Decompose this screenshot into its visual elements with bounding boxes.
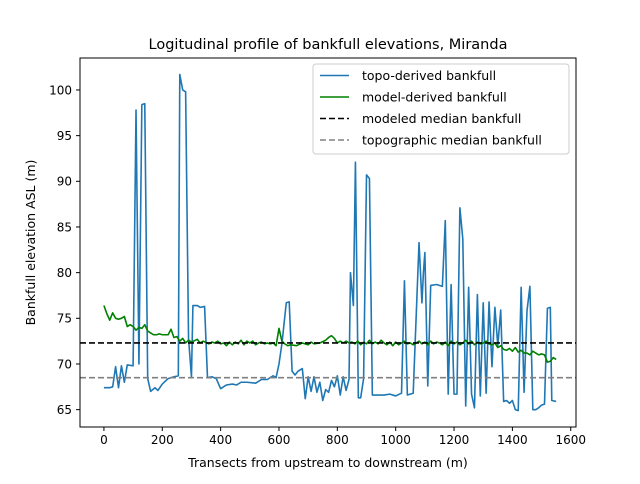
x-tick-label-5: 1000 (380, 433, 411, 447)
legend-label-3: modeled median bankfull (362, 111, 521, 126)
y-tick-label-1: 70 (57, 357, 72, 371)
series-line-1 (103, 73, 557, 412)
x-tick-label-4: 800 (326, 433, 349, 447)
x-tick-label-1: 200 (151, 433, 174, 447)
y-tick-label-3: 80 (57, 266, 72, 280)
ticks-layer: 0 200 400 600 800 1000 1200 1400 1600 65 70 75 80 85 9… (49, 83, 586, 447)
legend: topo-derived bankfull model-derived bankf… (312, 63, 570, 155)
y-tick-label-5: 90 (57, 175, 72, 189)
series-line-2 (103, 305, 557, 363)
x-tick-label-6: 1200 (439, 433, 470, 447)
y-tick-label-6: 95 (57, 129, 72, 143)
axes-frame (79, 57, 577, 428)
y-tick-label-4: 85 (57, 220, 72, 234)
x-tick-label-7: 1400 (497, 433, 528, 447)
x-axis-label: Transects from upstream to downstream (m… (187, 455, 468, 470)
y-axis-label: Bankfull elevation ASL (m) (23, 160, 38, 326)
x-tick-label-3: 600 (268, 433, 291, 447)
legend-label-1: topo-derived bankfull (362, 68, 496, 83)
y-tick-label-0: 65 (57, 403, 72, 417)
x-tick-label-8: 1600 (555, 433, 586, 447)
legend-box (312, 63, 570, 155)
y-tick-label-2: 75 (57, 312, 72, 326)
legend-label-2: model-derived bankfull (362, 90, 507, 105)
y-tick-label-7: 100 (49, 83, 72, 97)
legend-label-4: topographic median bankfull (362, 133, 542, 148)
x-tick-label-2: 400 (209, 433, 232, 447)
chart-title: Logitudinal profile of bankfull elevatio… (149, 37, 508, 53)
x-tick-label-0: 0 (100, 433, 108, 447)
series-layer (80, 73, 576, 412)
